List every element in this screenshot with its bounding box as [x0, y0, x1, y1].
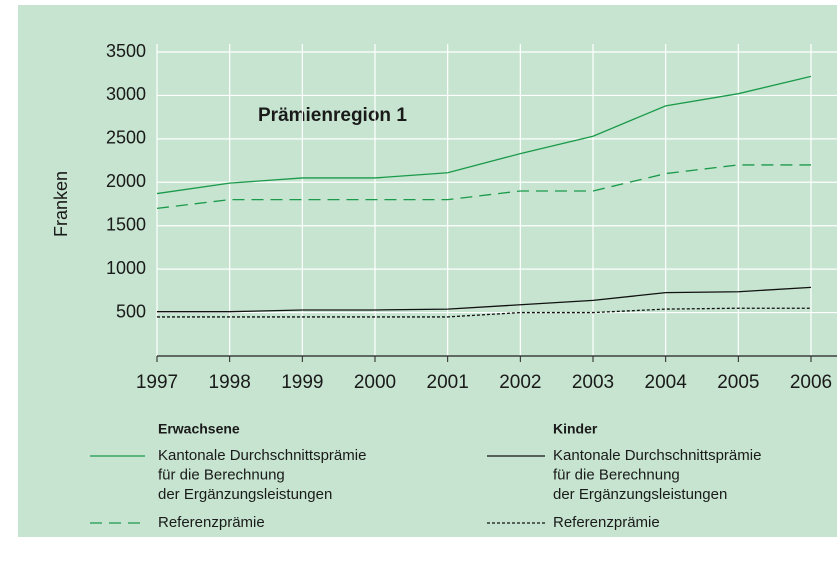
y-tick-label: 1500	[106, 214, 146, 234]
series-line	[156, 164, 811, 209]
x-tick-label: 2002	[499, 372, 541, 393]
x-tick-label: 2005	[717, 372, 759, 393]
series-line	[157, 286, 812, 313]
legend-label: für die Berechnung	[158, 466, 285, 483]
x-tick-label: 2001	[427, 372, 469, 393]
x-tick-label: 2000	[354, 372, 396, 393]
y-tick-label: 2000	[106, 171, 146, 191]
x-tick-label: 1999	[281, 372, 323, 393]
y-tick-label: 3000	[106, 84, 146, 104]
legend-label: für die Berechnung	[553, 466, 680, 483]
x-tick-label: 2006	[790, 372, 832, 393]
legend-label: der Ergänzungsleistungen	[553, 486, 727, 503]
panel	[18, 5, 837, 537]
legend-label: Referenzprämie	[553, 514, 660, 531]
y-tick-label: 3500	[106, 41, 146, 61]
legend-label: Referenzprämie	[158, 514, 265, 531]
y-tick-label: 2500	[106, 128, 146, 148]
y-axis-label: Franken	[51, 171, 71, 237]
x-tick-label: 1998	[209, 372, 251, 393]
x-tick-label: 2004	[645, 372, 688, 393]
x-tick-label: 2003	[572, 372, 614, 393]
series-line	[156, 75, 812, 195]
series-line	[157, 307, 811, 318]
x-tick-label: 1997	[136, 372, 178, 393]
y-tick-label: 1000	[106, 258, 146, 278]
legend-label: Kantonale Durchschnittsprämie	[158, 447, 366, 464]
legend-label: Kantonale Durchschnittsprämie	[553, 447, 761, 464]
y-tick-label: 500	[116, 301, 146, 321]
legend-title: Erwachsene	[158, 421, 240, 437]
legend-title: Kinder	[553, 421, 598, 437]
legend-label: der Ergänzungsleistungen	[158, 486, 332, 503]
annotation: Prämienregion 1	[258, 105, 407, 126]
